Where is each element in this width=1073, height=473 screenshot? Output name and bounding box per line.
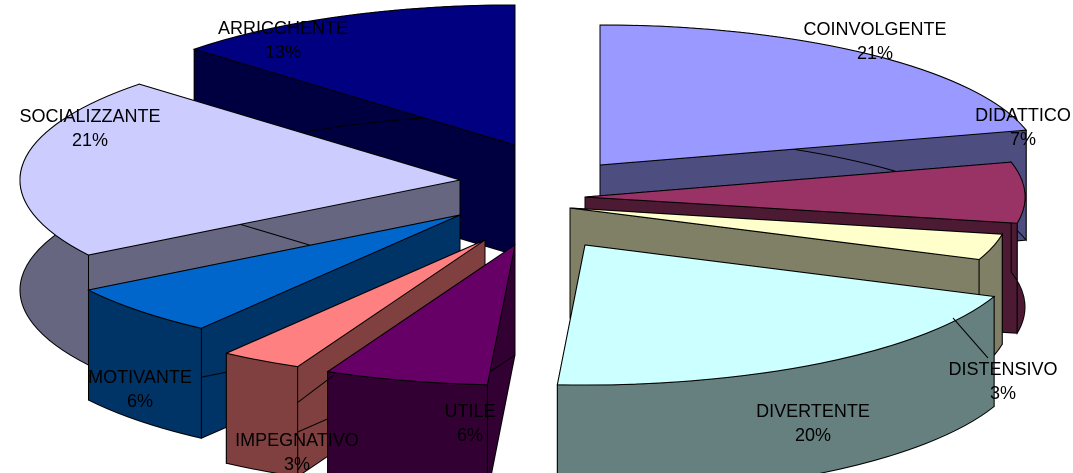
slice-label-utile: UTILE <box>444 401 495 421</box>
slice-pct-divertente: 20% <box>795 425 831 445</box>
slice-pct-didattico: 7% <box>1010 129 1036 149</box>
slice-pct-socializzante: 21% <box>72 130 108 150</box>
slice-pct-motivante: 6% <box>127 391 153 411</box>
slice-label-divertente: DIVERTENTE <box>756 401 870 421</box>
slice-label-didattico: DIDATTICO <box>975 105 1071 125</box>
slice-label-coinvolgente: COINVOLGENTE <box>803 19 946 39</box>
slice-label-socializzante: SOCIALIZZANTE <box>19 106 160 126</box>
slices-layer <box>20 5 1026 473</box>
slice-pct-impegnativo: 3% <box>284 454 310 473</box>
slice-label-motivante: MOTIVANTE <box>88 367 192 387</box>
slice-label-impegnativo: IMPEGNATIVO <box>235 430 359 450</box>
slice-pct-arricchente: 13% <box>265 42 301 62</box>
slice-pct-distensivo: 3% <box>990 383 1016 403</box>
slice-label-arricchente: ARRICCHENTE <box>218 18 348 38</box>
slice-pct-utile: 6% <box>457 425 483 445</box>
slice-utile-rim <box>328 372 488 473</box>
slice-label-distensivo: DISTENSIVO <box>948 359 1057 379</box>
slice-pct-coinvolgente: 21% <box>857 43 893 63</box>
